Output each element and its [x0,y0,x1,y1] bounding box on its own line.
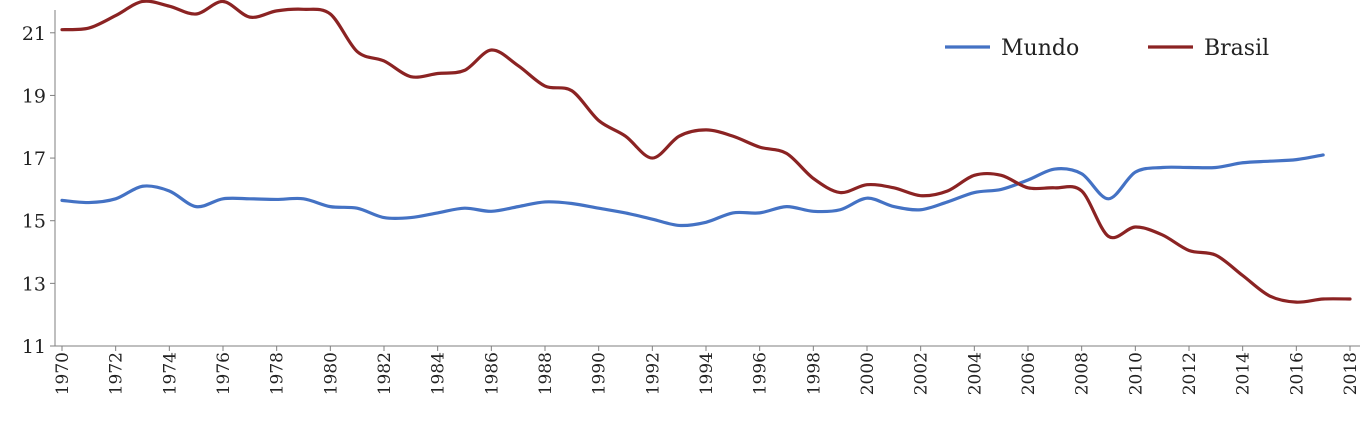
x-tick-label: 1976 [214,352,234,395]
x-tick-label: 1978 [268,352,288,395]
x-tick-label: 2012 [1180,352,1200,395]
x-tick-label: 2002 [912,352,932,395]
y-tick-label: 11 [22,336,46,358]
legend: Mundo Brasil [945,36,1269,61]
x-tick-label: 2006 [1019,352,1039,395]
x-tick-label: 1990 [590,352,610,395]
y-tick-label: 15 [22,211,46,233]
x-tick-label: 1986 [482,352,502,395]
legend-label-brasil: Brasil [1204,36,1269,61]
x-tick-label: 2016 [1287,352,1307,395]
y-tick-label: 19 [22,85,46,107]
x-tick-label: 1984 [429,352,449,395]
x-tick-label: 1998 [804,352,824,395]
series-line-brasil [60,0,1352,304]
y-tick-label: 13 [22,273,46,295]
x-tick-label: 1992 [643,352,663,395]
x-tick-label: 1996 [751,352,771,395]
x-tick-label: 1982 [375,352,395,395]
x-tick-label: 1980 [321,352,341,395]
x-tick-label: 2008 [1073,352,1093,395]
x-tick-label: 2004 [965,352,985,395]
axes: 11 13 15 17 19 21 1970 1972 1974 1976 1978 1980 1982… [22,10,1361,395]
x-tick-label: 1994 [697,352,717,395]
legend-label-mundo: Mundo [1001,36,1079,61]
x-tick-label: 2014 [1234,352,1254,395]
x-tick-label: 1972 [107,352,127,395]
x-tick-label: 2018 [1341,352,1361,395]
y-tick-label: 21 [22,23,46,45]
x-tick-label: 1974 [160,352,180,395]
y-tick-label: 17 [22,148,46,170]
series-layer [60,0,1352,304]
x-tick-label: 2010 [1126,352,1146,395]
x-tick-label: 1988 [536,352,556,395]
x-tick-label: 1970 [53,352,73,395]
x-tick-label: 2000 [858,352,878,395]
series-line-mundo [60,153,1325,228]
